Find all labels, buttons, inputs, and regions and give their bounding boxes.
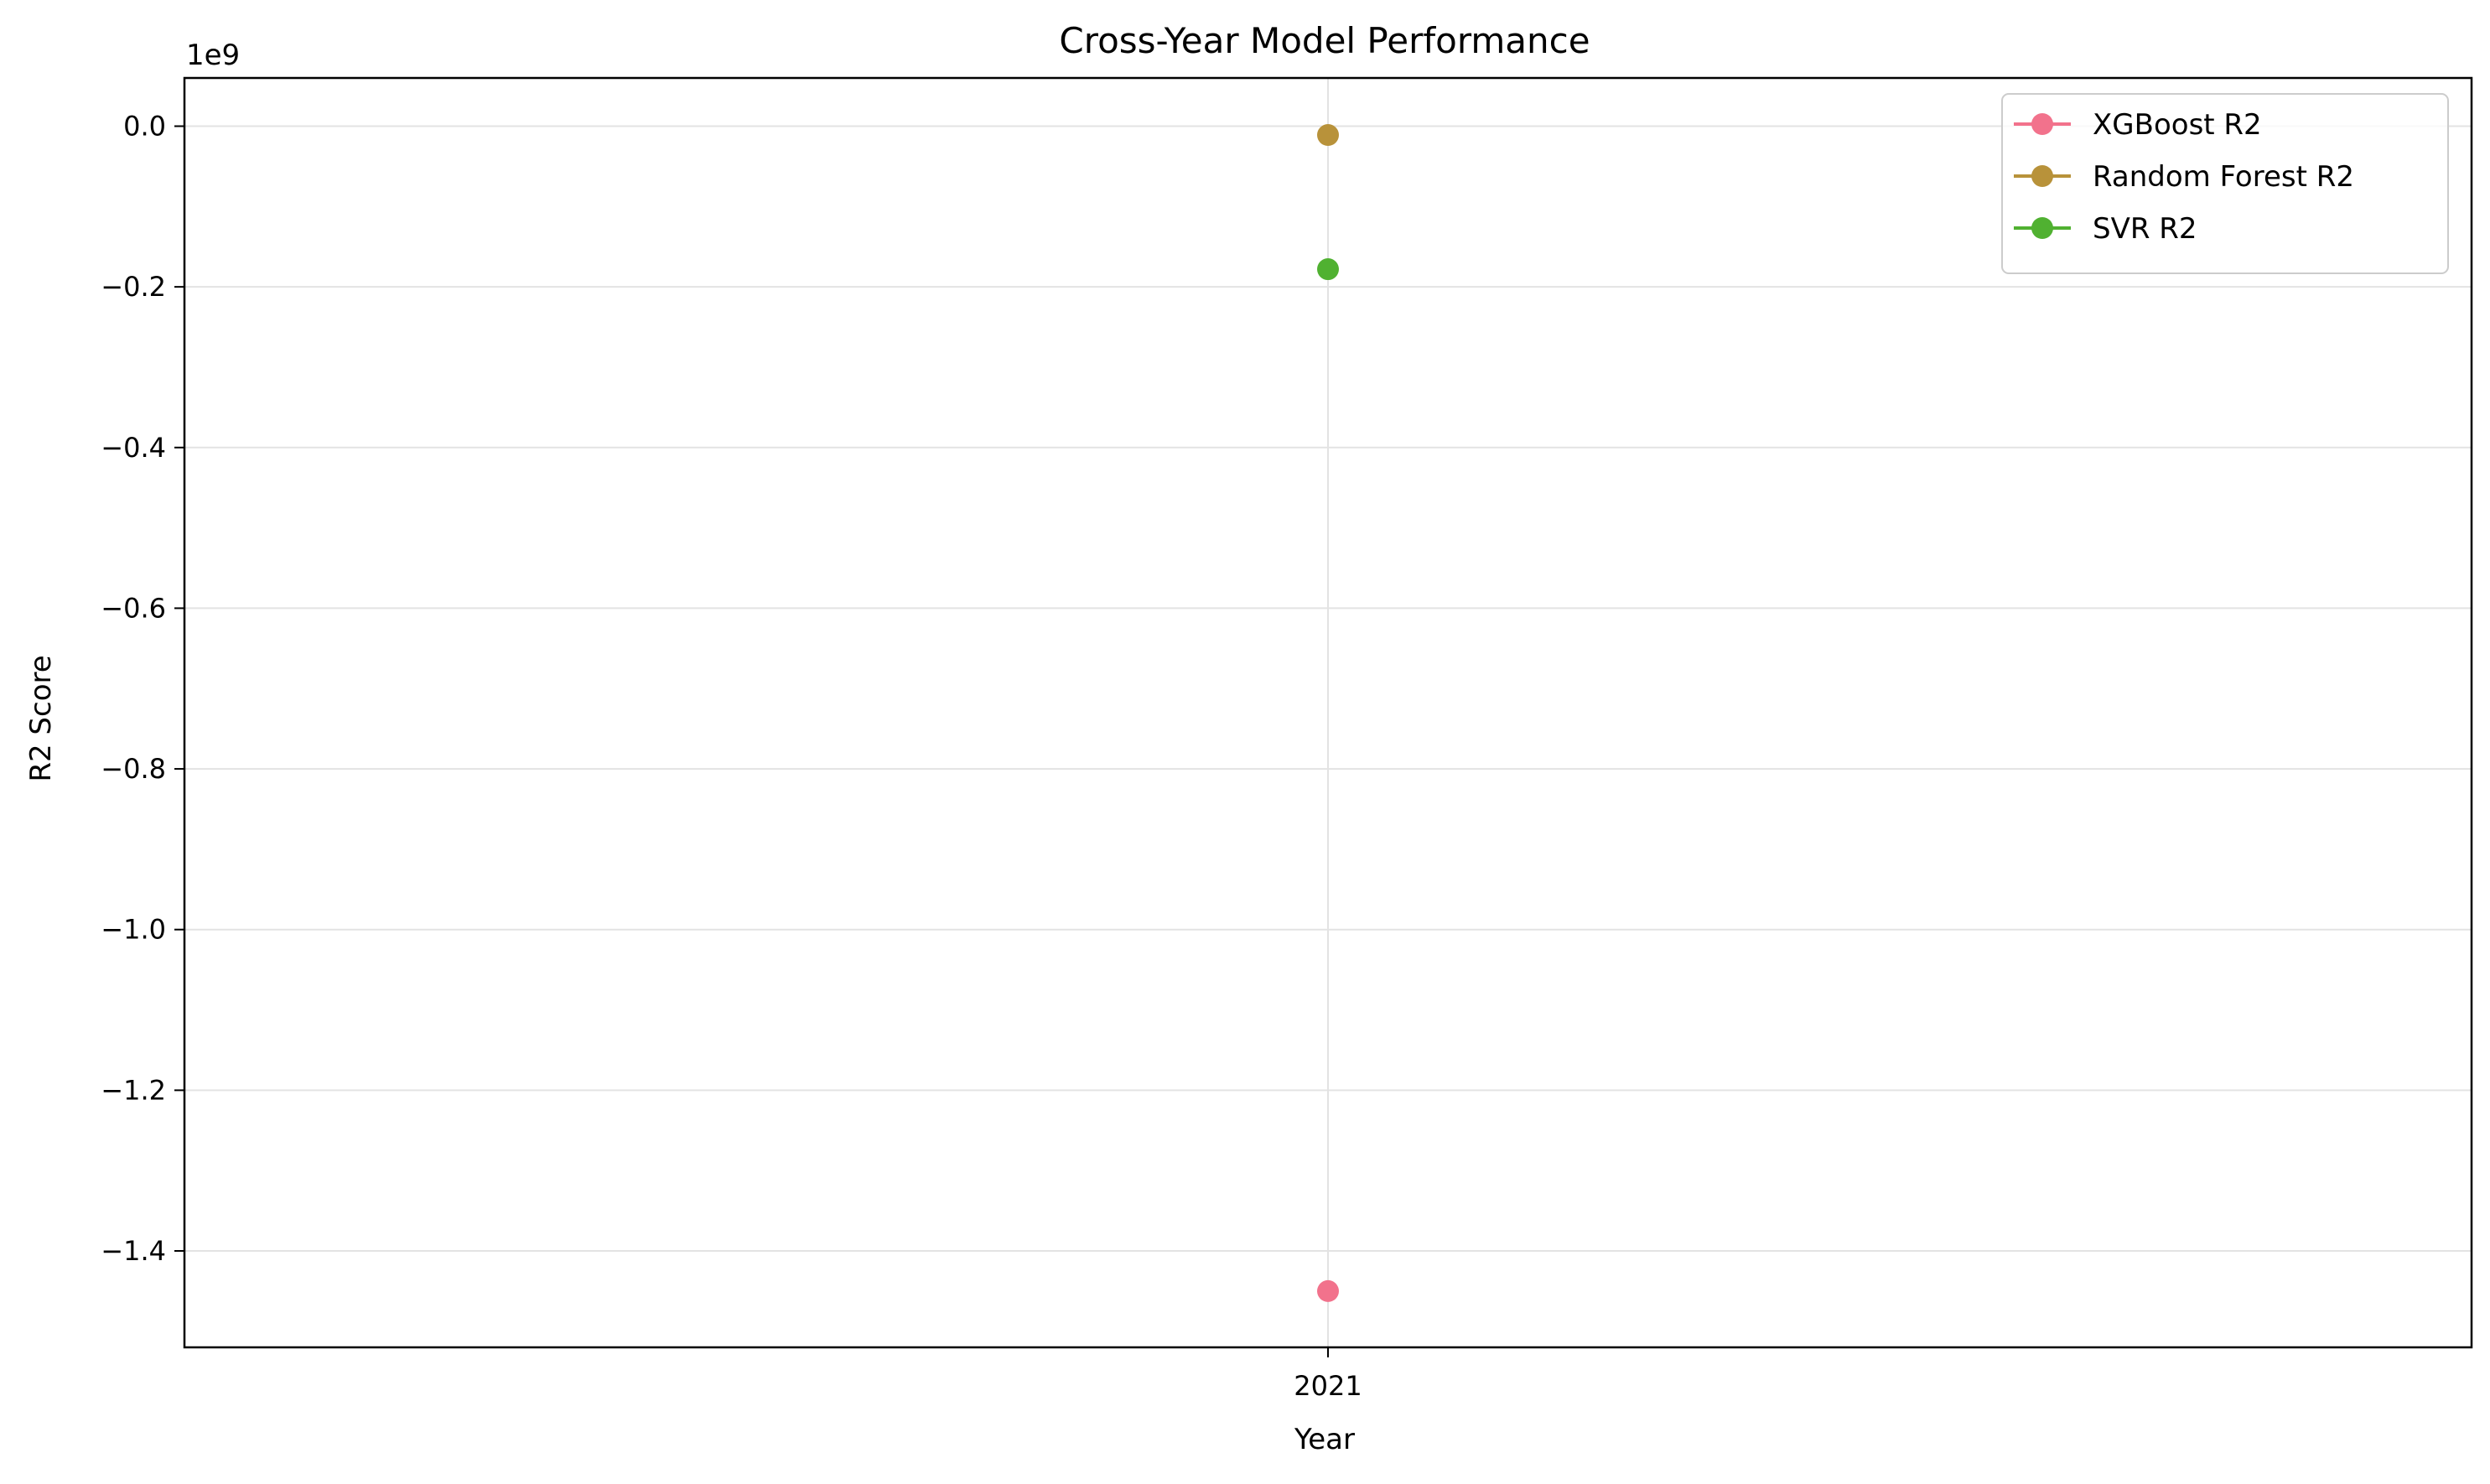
y-tick-label: −1.4 <box>101 1235 166 1267</box>
y-tick-label: 0.0 <box>123 110 166 142</box>
y-axis-label: R2 Score <box>24 655 58 781</box>
y-axis-ticks: 0.0 −0.2 −0.4 −0.6 −0.8 −1.0 −1.2 −1.4 <box>101 110 184 1267</box>
legend-marker <box>2031 217 2053 239</box>
legend-label: Random Forest R2 <box>2093 160 2354 194</box>
data-point-marker <box>1317 258 1339 281</box>
legend: XGBoost R2 Random Forest R2 SVR R2 <box>2001 93 2449 274</box>
y-axis-offset-label: 1e9 <box>186 39 240 72</box>
legend-marker <box>2031 113 2053 135</box>
legend-marker <box>2031 165 2053 187</box>
x-axis-label: Year <box>1294 1423 1355 1456</box>
y-tick-label: −0.6 <box>101 592 166 624</box>
series-layer <box>1317 124 1339 1302</box>
grid-lines <box>184 78 2472 1347</box>
legend-box <box>2001 93 2449 274</box>
y-tick-label: −0.8 <box>101 753 166 785</box>
y-tick-label: −1.0 <box>101 914 166 946</box>
y-tick-label: −1.2 <box>101 1074 166 1106</box>
legend-label: SVR R2 <box>2093 212 2197 246</box>
data-point-marker <box>1317 1279 1339 1302</box>
legend-label: XGBoost R2 <box>2093 108 2262 142</box>
y-tick-label: −0.4 <box>101 432 166 464</box>
data-point-marker <box>1317 124 1339 147</box>
chart-title: Cross-Year Model Performance <box>1059 20 1590 61</box>
x-tick-label: 2021 <box>1294 1370 1362 1402</box>
x-axis-ticks: 2021 <box>1294 1347 1362 1402</box>
y-tick-label: −0.2 <box>101 271 166 303</box>
